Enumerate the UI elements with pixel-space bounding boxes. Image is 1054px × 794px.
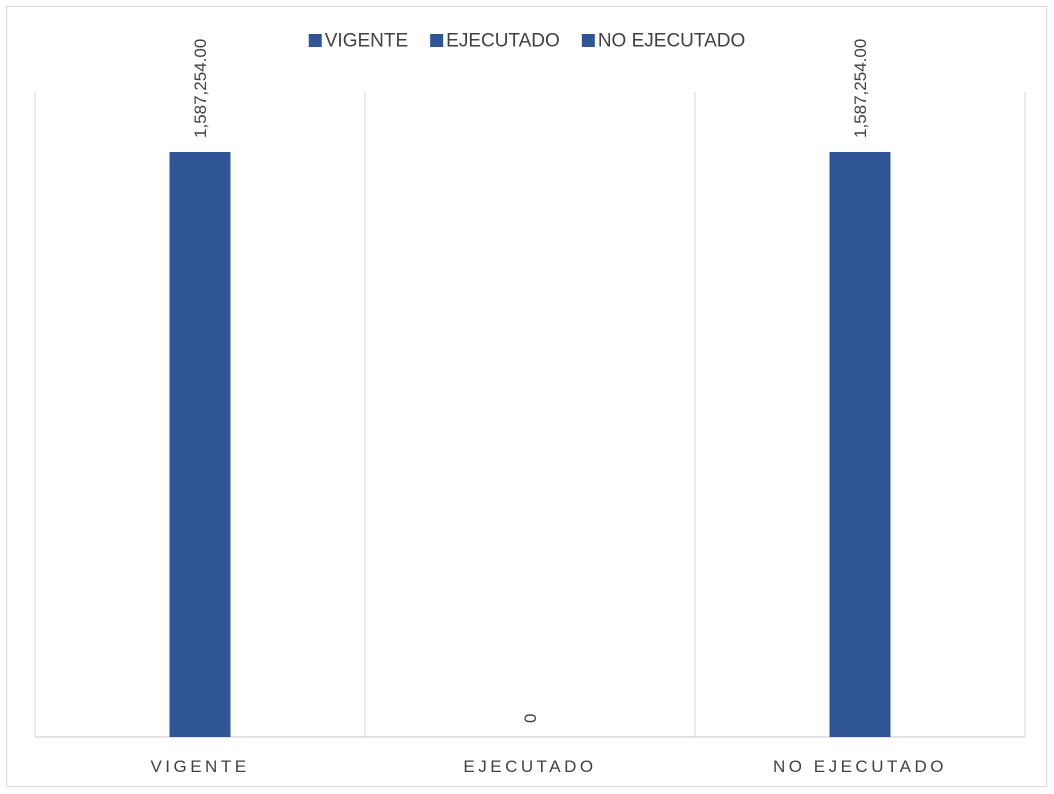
x-tick-layer: VIGENTE EJECUTADO NO EJECUTADO	[150, 757, 947, 776]
legend-swatch	[430, 34, 444, 47]
bar-vigente	[169, 151, 231, 737]
legend-label: EJECUTADO	[446, 31, 560, 52]
legend: VIGENTE EJECUTADO NO EJECUTADO	[308, 31, 745, 52]
legend-entries: VIGENTE EJECUTADO NO EJECUTADO	[308, 31, 745, 52]
legend-swatch	[308, 34, 322, 47]
bar-no-ejecutado	[829, 151, 891, 737]
data-label: 1,587,254.00	[851, 39, 870, 138]
x-tick-label: EJECUTADO	[463, 757, 596, 776]
legend-entry: NO EJECUTADO	[581, 31, 745, 52]
data-label: 0	[521, 714, 540, 723]
legend-entry: VIGENTE	[308, 31, 408, 52]
legend-label: NO EJECUTADO	[598, 31, 745, 52]
legend-entry: EJECUTADO	[430, 31, 560, 52]
legend-swatch	[581, 34, 595, 47]
data-label-layer: 1,587,254.00 0 1,587,254.00	[191, 39, 870, 723]
x-tick-label: NO EJECUTADO	[773, 757, 947, 776]
legend-label: VIGENTE	[325, 31, 408, 52]
data-label: 1,587,254.00	[191, 39, 210, 138]
x-tick-label: VIGENTE	[150, 757, 249, 776]
bar-layer	[169, 151, 891, 737]
